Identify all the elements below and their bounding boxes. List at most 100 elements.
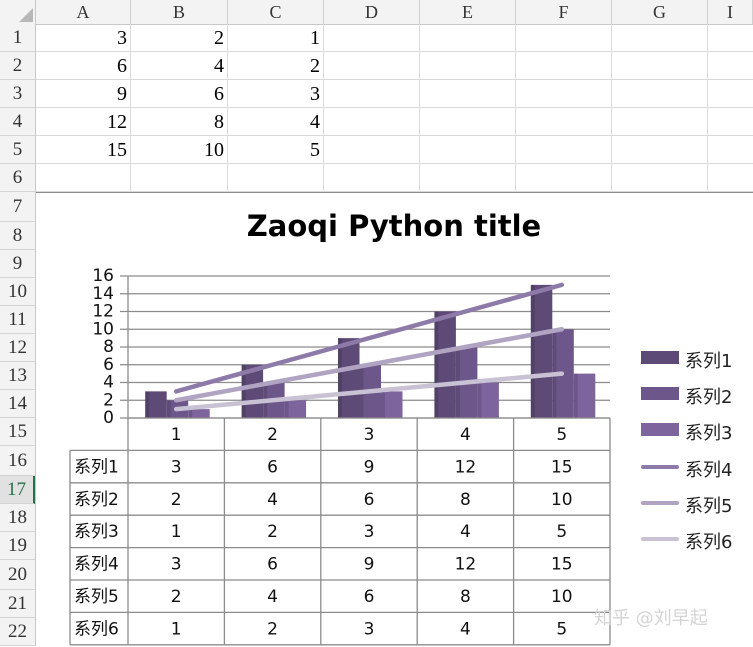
table-value: 4 — [460, 522, 471, 542]
row-header-4[interactable]: 4 — [0, 108, 35, 136]
table-value: 10 — [551, 587, 573, 607]
cell-a3[interactable]: 9 — [117, 83, 127, 105]
cell-b3[interactable]: 6 — [214, 83, 224, 105]
category-label: 1 — [171, 425, 182, 445]
table-value: 3 — [364, 619, 375, 639]
chart-title[interactable]: Zaoqi Python title — [246, 209, 542, 243]
gridline-col — [515, 24, 516, 192]
row-header-bar: 1 2 3 4 5 6 7 8 9 10 11 12 13 14 15 16 17 18 19 20 21 22 — [0, 24, 36, 646]
cell-b2[interactable]: 4 — [214, 55, 224, 77]
row-header-10[interactable]: 10 — [0, 278, 35, 306]
row-header-11[interactable]: 11 — [0, 306, 35, 334]
row-header-6[interactable]: 6 — [0, 164, 35, 192]
legend-label: 系列5 — [685, 495, 733, 517]
gridline-col — [130, 24, 131, 192]
y-tick-label: 6 — [103, 355, 114, 375]
table-value: 9 — [364, 457, 375, 477]
row-header-3[interactable]: 3 — [0, 80, 35, 108]
row-header-13[interactable]: 13 — [0, 362, 35, 390]
row-header-15[interactable]: 15 — [0, 418, 35, 446]
bar-shade — [284, 400, 289, 418]
column-header-e[interactable]: E — [420, 0, 516, 24]
column-header-c[interactable]: C — [228, 0, 324, 24]
row-header-8[interactable]: 8 — [0, 222, 35, 250]
table-value: 5 — [556, 619, 567, 639]
chart-legend[interactable]: 系列1 系列2 系列3 系列4 系列5 系列6 — [641, 345, 753, 562]
column-header-f[interactable]: F — [516, 0, 612, 24]
row-header-21[interactable]: 21 — [0, 590, 35, 618]
cell-a2[interactable]: 6 — [117, 55, 127, 77]
table-value: 4 — [267, 490, 278, 510]
table-series-label: 系列3 — [74, 522, 119, 542]
bar — [434, 311, 456, 418]
gridline-row — [36, 51, 753, 52]
category-label: 3 — [364, 425, 375, 445]
series-line — [173, 282, 565, 394]
cell-b5[interactable]: 10 — [204, 139, 224, 161]
legend-item[interactable]: 系列4 — [641, 454, 753, 490]
legend-bar-swatch-icon — [641, 387, 679, 401]
cell-c3[interactable]: 3 — [310, 83, 320, 105]
table-value: 8 — [460, 490, 471, 510]
table-value: 2 — [171, 490, 182, 510]
chart-area[interactable]: Zaoqi Python title 0 2 4 6 8 10 12 14 16 1 2 3 4 5 系列1… — [36, 192, 753, 646]
table-value: 6 — [267, 555, 278, 575]
row-header-12[interactable]: 12 — [0, 334, 35, 362]
column-header-g[interactable]: G — [612, 0, 708, 24]
y-tick-label: 12 — [92, 302, 114, 322]
row-header-14[interactable]: 14 — [0, 390, 35, 418]
cell-b1[interactable]: 2 — [214, 27, 224, 49]
table-value: 10 — [551, 490, 573, 510]
category-label: 4 — [460, 425, 471, 445]
cell-c2[interactable]: 2 — [310, 55, 320, 77]
bar-shade — [166, 400, 171, 418]
legend-label: 系列3 — [685, 423, 733, 445]
row-header-7[interactable]: 7 — [0, 192, 35, 222]
table-value: 3 — [364, 522, 375, 542]
row-header-18[interactable]: 18 — [0, 504, 35, 532]
cell-a1[interactable]: 3 — [117, 27, 127, 49]
row-header-17[interactable]: 17 — [0, 476, 35, 504]
row-header-16[interactable]: 16 — [0, 446, 35, 476]
cell-c4[interactable]: 4 — [310, 111, 320, 133]
select-all-corner[interactable] — [0, 0, 36, 24]
bar — [284, 400, 307, 418]
legend-item[interactable]: 系列6 — [641, 526, 753, 562]
bar — [477, 382, 499, 418]
row-header-5[interactable]: 5 — [0, 136, 35, 164]
category-label: 2 — [267, 425, 278, 445]
cell-a4[interactable]: 12 — [107, 111, 127, 133]
column-header-b[interactable]: B — [131, 0, 228, 24]
table-value: 6 — [267, 457, 278, 477]
y-tick-label: 10 — [92, 319, 114, 339]
row-header-20[interactable]: 20 — [0, 560, 35, 590]
row-header-22[interactable]: 22 — [0, 618, 35, 646]
table-value: 12 — [455, 555, 477, 575]
legend-label: 系列6 — [685, 531, 733, 553]
legend-item[interactable]: 系列1 — [641, 345, 753, 381]
column-header-a[interactable]: A — [36, 0, 131, 24]
cell-c5[interactable]: 5 — [310, 139, 320, 161]
row-header-19[interactable]: 19 — [0, 532, 35, 560]
bar-shade — [145, 391, 150, 418]
cell-a5[interactable]: 15 — [107, 139, 127, 161]
bar — [145, 391, 167, 418]
cell-b4[interactable]: 8 — [214, 111, 224, 133]
bar-shade — [188, 409, 193, 418]
table-value: 2 — [267, 522, 278, 542]
table-value: 5 — [556, 522, 567, 542]
legend-item[interactable]: 系列3 — [641, 417, 753, 453]
row-header-9[interactable]: 9 — [0, 250, 35, 278]
row-header-1[interactable]: 1 — [0, 24, 35, 52]
cell-grid[interactable]: 3 6 9 12 15 2 4 6 8 10 1 2 3 4 5 — [36, 24, 753, 646]
table-value: 12 — [455, 457, 477, 477]
gridline-row — [36, 107, 753, 108]
cell-c1[interactable]: 1 — [310, 27, 320, 49]
column-header-i[interactable]: I — [708, 0, 753, 24]
column-header-d[interactable]: D — [324, 0, 420, 24]
legend-item[interactable]: 系列2 — [641, 381, 753, 417]
row-header-2[interactable]: 2 — [0, 52, 35, 80]
legend-item[interactable]: 系列5 — [641, 490, 753, 526]
legend-label: 系列1 — [685, 351, 733, 372]
